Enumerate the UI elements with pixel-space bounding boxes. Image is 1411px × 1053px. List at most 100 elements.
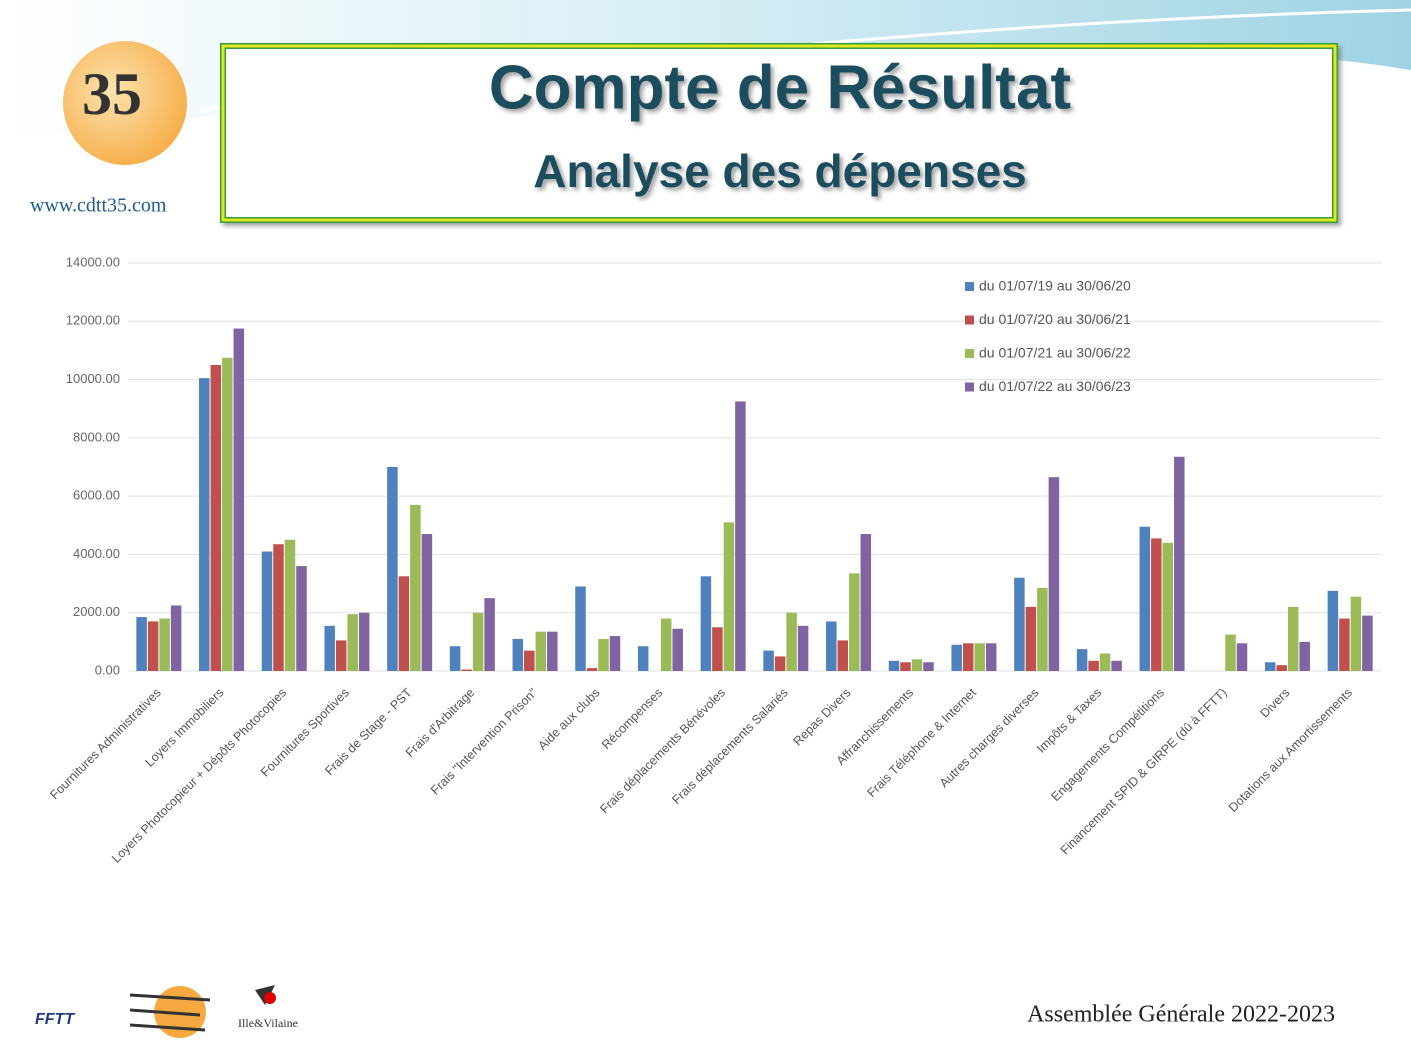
legend-label: du 01/07/21 au 30/06/22 [979, 345, 1131, 361]
bar [797, 625, 809, 671]
bar [210, 365, 222, 671]
bar [763, 650, 774, 671]
bar [837, 640, 849, 671]
x-tick-label: Frais "Intervention Prison" [428, 686, 540, 798]
bar [358, 612, 370, 671]
bar [324, 625, 335, 671]
bar [136, 617, 147, 671]
bar [1088, 660, 1099, 671]
logo-mark: 35 [82, 61, 142, 127]
y-tick-label: 0.00 [95, 662, 120, 677]
bar [1025, 606, 1037, 671]
bar [1225, 634, 1236, 671]
bar [1350, 596, 1362, 671]
bar [1276, 665, 1287, 671]
bar [421, 534, 433, 671]
bar [159, 618, 170, 671]
bar [786, 612, 797, 671]
footer-text: Assemblée Générale 2022-2023 [1027, 1002, 1335, 1028]
bar [347, 614, 358, 671]
title-box [220, 43, 1338, 223]
legend-swatch [965, 282, 974, 291]
legend-label: du 01/07/19 au 30/06/20 [979, 278, 1131, 294]
legend-swatch [965, 349, 974, 358]
bar [1236, 643, 1248, 671]
bar [535, 631, 547, 671]
ille-logo-dot [264, 992, 276, 1004]
legend-swatch [965, 382, 974, 392]
bar [598, 638, 609, 671]
bar [660, 618, 672, 671]
bar [586, 668, 598, 671]
bar [335, 640, 347, 671]
bar [951, 644, 962, 671]
x-tick-label: Frais déplacements Salariés [669, 686, 790, 807]
logo [63, 41, 187, 165]
bar [1264, 662, 1276, 671]
bar [233, 328, 245, 671]
bar [723, 522, 735, 671]
y-tick-label: 10000.00 [66, 371, 120, 386]
x-tick-label: Engagements Compétitions [1049, 686, 1167, 804]
bar [1362, 615, 1373, 671]
bar [547, 631, 558, 671]
legend-swatch [965, 315, 974, 325]
bar [1162, 542, 1174, 671]
bar [1327, 590, 1339, 671]
bar [1099, 653, 1111, 671]
y-tick-label: 4000.00 [73, 546, 120, 561]
bar [284, 539, 296, 671]
bar [1299, 641, 1310, 671]
bar [700, 576, 712, 671]
legend-label: du 01/07/22 au 30/06/23 [979, 378, 1131, 394]
x-tick-label: Fournitures Administratives [47, 686, 164, 803]
bar [461, 669, 472, 671]
title: Compte de Résultat [489, 53, 1071, 122]
bar [170, 605, 182, 671]
bar [826, 621, 837, 671]
bar [735, 401, 746, 671]
bar [273, 544, 284, 671]
bar [1111, 660, 1122, 671]
bar [1174, 456, 1185, 671]
bar [1014, 577, 1025, 671]
bar [296, 566, 307, 671]
x-tick-label: Repas Divers [791, 686, 854, 749]
ille-text: Ille&Vilaine [238, 1016, 298, 1030]
x-tick-label: Récompenses [599, 686, 665, 752]
y-tick-label: 2000.00 [73, 604, 120, 619]
bar [261, 551, 273, 671]
bar [609, 636, 621, 671]
bar [1339, 618, 1350, 671]
bar [449, 646, 461, 671]
x-tick-label: Impôts & Taxes [1034, 686, 1104, 756]
partner-logo-lines [129, 993, 211, 1032]
legend-label: du 01/07/20 au 30/06/21 [979, 311, 1131, 327]
bar [774, 656, 786, 671]
bar [860, 534, 872, 671]
bar [672, 628, 683, 671]
bar [911, 659, 923, 671]
bar [1287, 606, 1299, 671]
y-tick-label: 12000.00 [66, 313, 120, 328]
bar [512, 638, 524, 671]
bar [472, 612, 484, 671]
bar [923, 662, 934, 671]
x-tick-label: Frais Téléphone & Internet [865, 685, 980, 800]
bar [888, 660, 900, 671]
bar [974, 643, 985, 671]
bar [962, 643, 974, 671]
bar [222, 357, 233, 671]
chart: 0.00 2000.00 4000.00 6000.00 8000.00 10000.00… [47, 254, 1382, 866]
y-tick-label: 8000.00 [73, 429, 120, 444]
bar [849, 573, 860, 671]
x-tick-label: Frais déplacements Bénévoles [597, 686, 728, 817]
bar [1037, 587, 1048, 671]
title-box-inner [221, 44, 1337, 222]
x-tick-label: Aide aux clubs [535, 686, 602, 753]
bar [712, 627, 723, 671]
bar [147, 621, 159, 671]
bar [985, 643, 997, 671]
bar [637, 646, 649, 671]
